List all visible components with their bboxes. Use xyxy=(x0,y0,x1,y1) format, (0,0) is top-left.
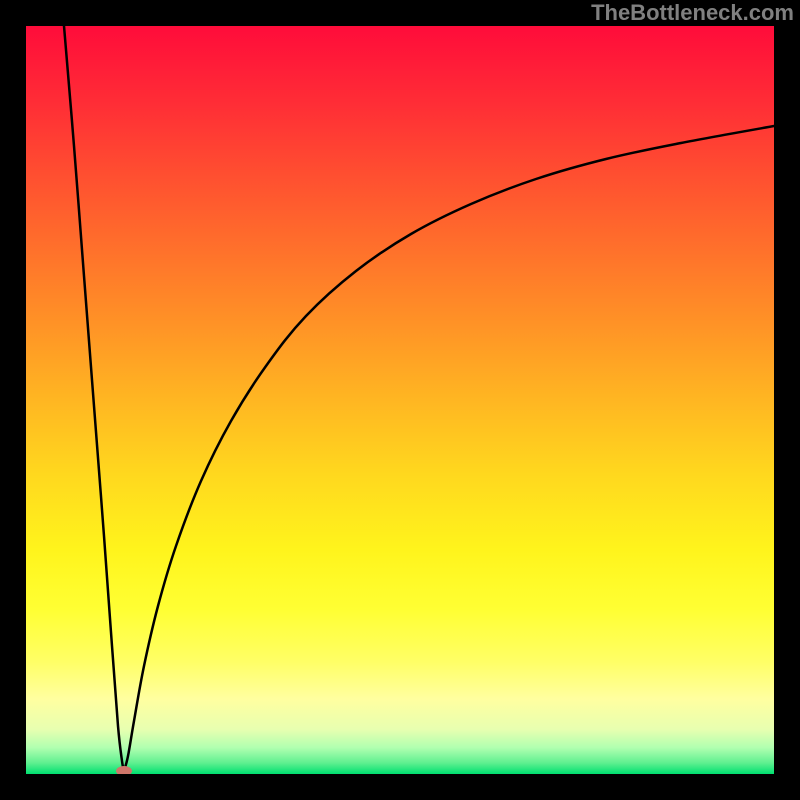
plot-area xyxy=(26,26,774,774)
optimal-marker xyxy=(116,766,132,774)
watermark-text: TheBottleneck.com xyxy=(591,0,794,26)
chart-container: TheBottleneck.com xyxy=(0,0,800,800)
curve-overlay xyxy=(26,26,774,774)
curve-left-branch xyxy=(64,26,124,771)
curve-right-branch xyxy=(124,126,774,771)
